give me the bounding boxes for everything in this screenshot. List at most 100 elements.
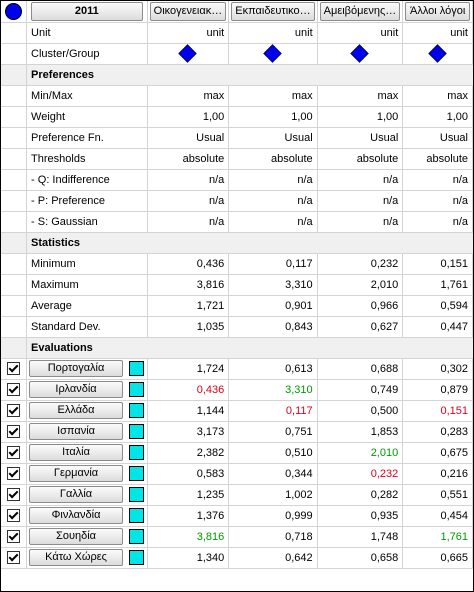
- evaluation-cell[interactable]: 2,010: [317, 442, 404, 464]
- evaluation-cell[interactable]: 0,510: [228, 442, 318, 464]
- evaluation-cell[interactable]: 1,761: [402, 526, 473, 548]
- include-checkbox[interactable]: [7, 509, 21, 522]
- criterion-header-cell[interactable]: Οικογενειακ…: [147, 1, 230, 23]
- scenario-circle-icon[interactable]: [5, 2, 23, 20]
- evaluation-cell[interactable]: 0,613: [228, 358, 318, 380]
- scenario-button[interactable]: 2011: [31, 1, 143, 21]
- cluster-cell[interactable]: [228, 43, 318, 65]
- cluster-cell[interactable]: [402, 43, 473, 65]
- alternative-cell[interactable]: Φινλανδία: [26, 505, 148, 527]
- evaluation-cell[interactable]: 0,999: [228, 505, 318, 527]
- evaluation-cell[interactable]: 0,751: [228, 421, 318, 443]
- alternative-color-swatch[interactable]: [129, 361, 145, 376]
- cluster-diamond-icon[interactable]: [178, 44, 198, 63]
- include-checkbox-cell[interactable]: [1, 526, 28, 548]
- criterion-header-cell[interactable]: Αμειβόμενης…: [317, 1, 404, 23]
- evaluation-cell[interactable]: 0,500: [317, 400, 404, 422]
- criterion-header-button[interactable]: Άλλοι λόγοι: [405, 1, 470, 21]
- alternative-cell[interactable]: Γαλλία: [26, 484, 148, 506]
- evaluation-cell[interactable]: 3,173: [147, 421, 230, 443]
- value-cell[interactable]: absolute: [402, 148, 473, 170]
- include-checkbox-cell[interactable]: [1, 505, 28, 527]
- value-cell[interactable]: Usual: [402, 127, 473, 149]
- value-cell[interactable]: n/a: [228, 190, 318, 212]
- evaluation-cell[interactable]: 1,748: [317, 526, 404, 548]
- value-cell[interactable]: absolute: [228, 148, 318, 170]
- unit-cell[interactable]: unit: [228, 22, 318, 44]
- alternative-color-swatch[interactable]: [129, 382, 145, 397]
- evaluation-cell[interactable]: 1,376: [147, 505, 230, 527]
- include-checkbox[interactable]: [7, 425, 21, 438]
- alternative-name-button[interactable]: Σουηδία: [29, 528, 124, 545]
- alternative-cell[interactable]: Κάτω Χώρες: [26, 547, 148, 569]
- value-cell[interactable]: n/a: [147, 169, 230, 191]
- evaluation-cell[interactable]: 0,151: [402, 400, 473, 422]
- include-checkbox[interactable]: [7, 446, 21, 459]
- evaluation-cell[interactable]: 0,935: [317, 505, 404, 527]
- evaluation-cell[interactable]: 0,117: [228, 400, 318, 422]
- include-checkbox-cell[interactable]: [1, 442, 28, 464]
- alternative-color-swatch[interactable]: [129, 424, 145, 439]
- value-cell[interactable]: Usual: [147, 127, 230, 149]
- evaluation-cell[interactable]: 0,551: [402, 484, 473, 506]
- value-cell[interactable]: Usual: [228, 127, 318, 149]
- evaluation-cell[interactable]: 0,216: [402, 463, 473, 485]
- alternative-color-swatch[interactable]: [129, 403, 145, 418]
- alternative-name-button[interactable]: Πορτογαλία: [29, 360, 124, 377]
- evaluation-cell[interactable]: 1,340: [147, 547, 230, 569]
- include-checkbox-cell[interactable]: [1, 379, 28, 401]
- evaluation-cell[interactable]: 0,232: [317, 463, 404, 485]
- alternative-color-swatch[interactable]: [129, 445, 145, 460]
- evaluation-cell[interactable]: 0,583: [147, 463, 230, 485]
- alternative-color-swatch[interactable]: [129, 508, 145, 523]
- alternative-cell[interactable]: Ιρλανδία: [26, 379, 148, 401]
- include-checkbox[interactable]: [7, 551, 21, 564]
- evaluation-cell[interactable]: 0,879: [402, 379, 473, 401]
- value-cell[interactable]: absolute: [317, 148, 404, 170]
- alternative-name-button[interactable]: Ισπανία: [29, 423, 124, 440]
- unit-cell[interactable]: unit: [147, 22, 230, 44]
- unit-cell[interactable]: unit: [402, 22, 473, 44]
- value-cell[interactable]: max: [402, 85, 473, 107]
- unit-cell[interactable]: unit: [317, 22, 404, 44]
- value-cell[interactable]: 1,00: [228, 106, 318, 128]
- alternative-color-swatch[interactable]: [129, 550, 145, 565]
- cluster-cell[interactable]: [317, 43, 404, 65]
- alternative-cell[interactable]: Ελλάδα: [26, 400, 148, 422]
- value-cell[interactable]: max: [317, 85, 404, 107]
- value-cell[interactable]: n/a: [228, 169, 318, 191]
- cluster-cell[interactable]: [147, 43, 230, 65]
- alternative-name-button[interactable]: Ελλάδα: [29, 402, 124, 419]
- cluster-diamond-icon[interactable]: [428, 44, 447, 63]
- evaluation-cell[interactable]: 0,665: [402, 547, 473, 569]
- alternative-name-button[interactable]: Φινλανδία: [29, 507, 124, 524]
- evaluation-cell[interactable]: 0,642: [228, 547, 318, 569]
- alternative-cell[interactable]: Σουηδία: [26, 526, 148, 548]
- evaluation-cell[interactable]: 0,436: [147, 379, 230, 401]
- evaluation-cell[interactable]: 0,675: [402, 442, 473, 464]
- value-cell[interactable]: 1,00: [402, 106, 473, 128]
- alternative-name-button[interactable]: Ιρλανδία: [29, 381, 124, 398]
- evaluation-cell[interactable]: 3,310: [228, 379, 318, 401]
- alternative-cell[interactable]: Γερμανία: [26, 463, 148, 485]
- alternative-name-button[interactable]: Γερμανία: [29, 465, 124, 482]
- include-checkbox-cell[interactable]: [1, 463, 28, 485]
- evaluation-cell[interactable]: 1,853: [317, 421, 404, 443]
- alternative-name-button[interactable]: Ιταλία: [29, 444, 124, 461]
- alternative-color-swatch[interactable]: [129, 487, 145, 502]
- scenario-header-cell[interactable]: 2011: [26, 1, 148, 23]
- include-checkbox-cell[interactable]: [1, 400, 28, 422]
- alternative-cell[interactable]: Ισπανία: [26, 421, 148, 443]
- evaluation-cell[interactable]: 0,658: [317, 547, 404, 569]
- include-checkbox[interactable]: [7, 467, 21, 480]
- include-checkbox[interactable]: [7, 488, 21, 501]
- value-cell[interactable]: max: [228, 85, 318, 107]
- evaluation-cell[interactable]: 0,344: [228, 463, 318, 485]
- evaluation-cell[interactable]: 2,382: [147, 442, 230, 464]
- value-cell[interactable]: max: [147, 85, 230, 107]
- value-cell[interactable]: 1,00: [147, 106, 230, 128]
- value-cell[interactable]: n/a: [402, 211, 473, 233]
- cluster-diamond-icon[interactable]: [263, 44, 283, 63]
- include-checkbox-cell[interactable]: [1, 421, 28, 443]
- alternative-name-button[interactable]: Γαλλία: [29, 486, 124, 503]
